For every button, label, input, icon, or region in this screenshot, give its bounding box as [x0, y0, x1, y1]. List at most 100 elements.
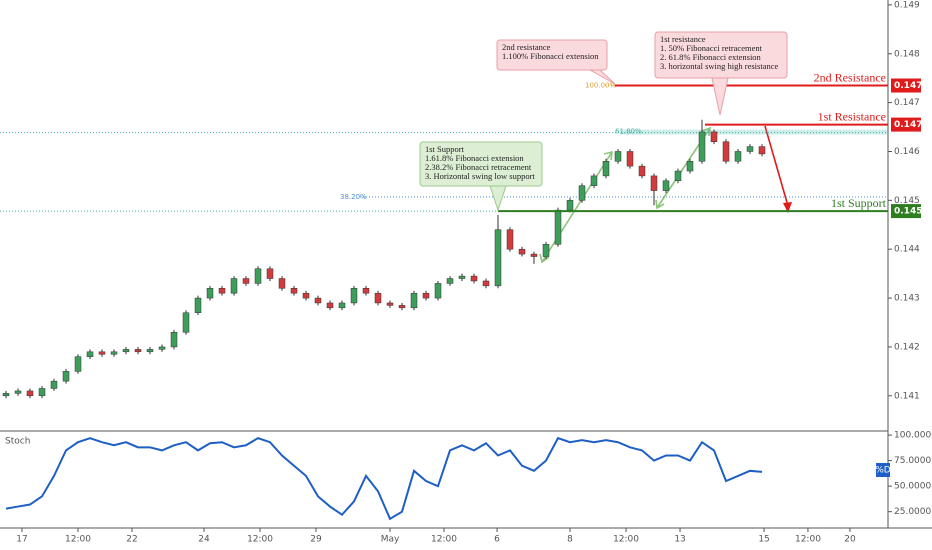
- level-name: 1st Support: [831, 196, 887, 210]
- level-price-label: 0.147: [894, 120, 922, 130]
- candle-body: [254, 268, 262, 284]
- candle-body: [614, 151, 622, 162]
- x-tick-label: May: [381, 535, 400, 545]
- candle-body: [26, 390, 34, 397]
- candle-body: [74, 356, 82, 372]
- callout-text: 1. 50% Fibonacci retracement: [660, 43, 763, 53]
- candle-body: [698, 131, 706, 162]
- level-price-box: [891, 204, 921, 219]
- candle-body: [62, 371, 70, 382]
- fib-label: 100.00%: [585, 82, 616, 90]
- callout-text: 3. horizontal swing high resistance: [660, 61, 778, 71]
- candle-body: [566, 200, 574, 211]
- stoch-y-tick-label: 100.0000: [894, 431, 932, 441]
- candle-body: [674, 170, 682, 182]
- callout-text: 2. 61.8% Fibonacci extension: [660, 52, 762, 62]
- callout-text: 1.61.8% Fibonacci extension: [425, 153, 524, 163]
- callout-box: [496, 39, 608, 71]
- candle-body: [230, 278, 238, 294]
- y-tick-label: 0.144: [894, 245, 920, 255]
- y-tick-label: 0.141: [894, 391, 920, 401]
- candle-body: [338, 302, 346, 309]
- y-tick-label: 0.142: [894, 342, 920, 352]
- candle-body: [2, 393, 10, 397]
- fib-618-zone: [620, 129, 888, 135]
- candle-body: [398, 305, 406, 309]
- candle-body: [446, 278, 454, 284]
- x-tick-label: 12:00: [795, 535, 821, 545]
- indicator-series-name: %D: [875, 466, 891, 476]
- x-tick-label: 6: [494, 535, 500, 545]
- callout-text: 3. Horizontal swing low support: [425, 171, 535, 181]
- sell-arrow: [764, 125, 792, 213]
- stoch-y-tick-label: 75.0000: [894, 456, 931, 466]
- x-tick-label: 12:00: [613, 535, 639, 545]
- candle-body: [518, 248, 526, 255]
- candle-body: [686, 161, 694, 172]
- candle-body: [122, 349, 130, 353]
- candle-body: [374, 292, 382, 304]
- candle-body: [710, 131, 718, 142]
- candle-body: [626, 151, 634, 167]
- fib-label: 38.20%: [340, 193, 367, 201]
- x-tick-label: 13: [674, 535, 685, 545]
- callout-box: [654, 31, 788, 79]
- candle-body: [278, 278, 286, 289]
- candle-body: [314, 297, 322, 304]
- candle-body: [134, 349, 142, 353]
- candle-body: [350, 288, 358, 304]
- candle-body: [650, 175, 658, 191]
- x-tick-label: 24: [198, 535, 210, 545]
- callout-text: 1st Support: [425, 144, 465, 154]
- candle-body: [206, 288, 214, 299]
- candle-body: [362, 288, 370, 294]
- candle-body: [170, 332, 178, 348]
- candle-body: [554, 209, 562, 245]
- x-tick-label: 29: [310, 535, 322, 545]
- candle-body: [530, 253, 538, 257]
- x-tick-label: 12:00: [247, 535, 273, 545]
- indicator-value-box: [876, 463, 890, 477]
- stoch-line: [5, 436, 763, 521]
- y-tick-label: 0.146: [894, 147, 920, 157]
- y-tick-label: 0.148: [894, 49, 920, 59]
- candle-body: [758, 146, 766, 155]
- candle-body: [458, 275, 466, 279]
- candle-body: [410, 292, 418, 309]
- candles: [2, 119, 766, 399]
- candle-body: [146, 349, 154, 353]
- level-name: 2nd Resistance: [814, 70, 886, 84]
- level-price-box: [891, 78, 921, 93]
- candle-body: [722, 141, 730, 162]
- fib-label: 61.80%: [615, 128, 642, 136]
- level-price-label: 0.145: [894, 207, 922, 217]
- candle-body: [494, 229, 502, 287]
- x-tick-label: 8: [567, 535, 573, 545]
- y-tick-label: 0.143: [894, 294, 920, 304]
- level-name: 1st Resistance: [818, 109, 886, 123]
- candle-body: [242, 278, 250, 284]
- candle-body: [434, 283, 442, 299]
- candle-body: [482, 280, 490, 287]
- x-tick-label: 15: [758, 535, 769, 545]
- y-tick-label: 0.149: [894, 0, 920, 10]
- callout-text: 2.38.2% Fibonacci retracement: [425, 162, 532, 172]
- x-tick-label: 12:00: [431, 535, 457, 545]
- callout-text: 1.100% Fibonacci extension: [502, 51, 599, 61]
- y-tick-label: 0.145: [894, 196, 920, 206]
- candle-body: [302, 292, 310, 299]
- candle-body: [290, 288, 298, 294]
- x-tick-label: 12:00: [65, 535, 91, 545]
- candle-body: [50, 380, 58, 389]
- candle-body: [110, 351, 118, 355]
- candle-body: [422, 292, 430, 299]
- candle-body: [38, 388, 46, 397]
- level-price-box: [891, 117, 921, 132]
- y-tick-label: 0.147: [894, 98, 920, 108]
- candle-body: [506, 229, 514, 250]
- indicator-name: Stoch: [5, 437, 30, 447]
- candle-body: [746, 146, 754, 152]
- callout-text: 1st resistance: [660, 34, 706, 44]
- candle-body: [734, 151, 742, 162]
